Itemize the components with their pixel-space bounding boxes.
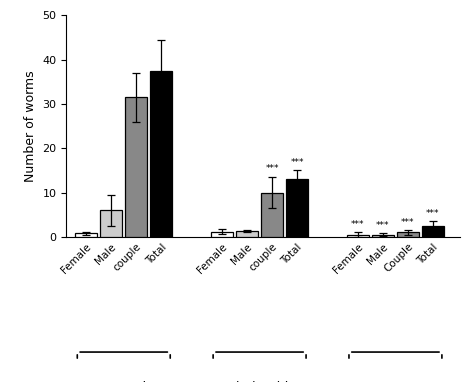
Bar <box>150 71 172 237</box>
Text: ***: *** <box>265 165 279 173</box>
Bar <box>211 231 233 237</box>
Text: ***: *** <box>376 221 390 230</box>
Bar <box>75 233 97 237</box>
Bar <box>100 210 122 237</box>
Bar <box>261 193 283 237</box>
Bar <box>372 235 394 237</box>
Text: Asiaticoside: Asiaticoside <box>222 381 297 382</box>
Y-axis label: Number of worms: Number of worms <box>24 70 37 182</box>
Text: ***: *** <box>351 220 365 229</box>
Text: ***: *** <box>291 158 304 167</box>
Text: PZQ: PZQ <box>383 381 409 382</box>
Text: ***: *** <box>426 209 440 218</box>
Bar <box>422 226 444 237</box>
Bar <box>236 231 258 237</box>
Bar <box>125 97 147 237</box>
Bar <box>397 232 419 237</box>
Bar <box>286 179 308 237</box>
Text: Control: Control <box>101 381 146 382</box>
Text: ***: *** <box>401 218 415 227</box>
Bar <box>347 235 369 237</box>
